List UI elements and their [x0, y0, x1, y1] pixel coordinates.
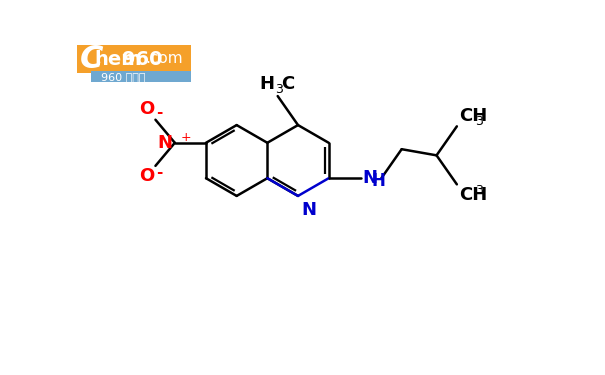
Text: CH: CH: [459, 107, 488, 125]
Text: C: C: [281, 75, 295, 93]
Text: N: N: [362, 169, 377, 187]
Text: O: O: [139, 167, 154, 185]
Bar: [77, 45, 191, 74]
Bar: [91, 71, 191, 82]
Text: +: +: [181, 131, 192, 144]
Text: 3: 3: [476, 184, 483, 197]
Text: 960: 960: [122, 50, 162, 69]
Text: -: -: [156, 165, 163, 180]
Text: 960 化工网: 960 化工网: [101, 72, 146, 82]
Text: O: O: [139, 100, 154, 118]
Text: H: H: [371, 172, 385, 190]
Text: 3: 3: [275, 83, 283, 96]
Text: C: C: [79, 44, 103, 75]
Text: .com: .com: [145, 51, 183, 66]
Text: N: N: [301, 201, 316, 219]
Text: CH: CH: [459, 186, 488, 204]
Text: H: H: [260, 75, 275, 93]
Text: -: -: [156, 105, 163, 120]
Text: 3: 3: [476, 115, 483, 128]
Text: hem: hem: [95, 50, 142, 69]
Text: N: N: [157, 134, 172, 152]
